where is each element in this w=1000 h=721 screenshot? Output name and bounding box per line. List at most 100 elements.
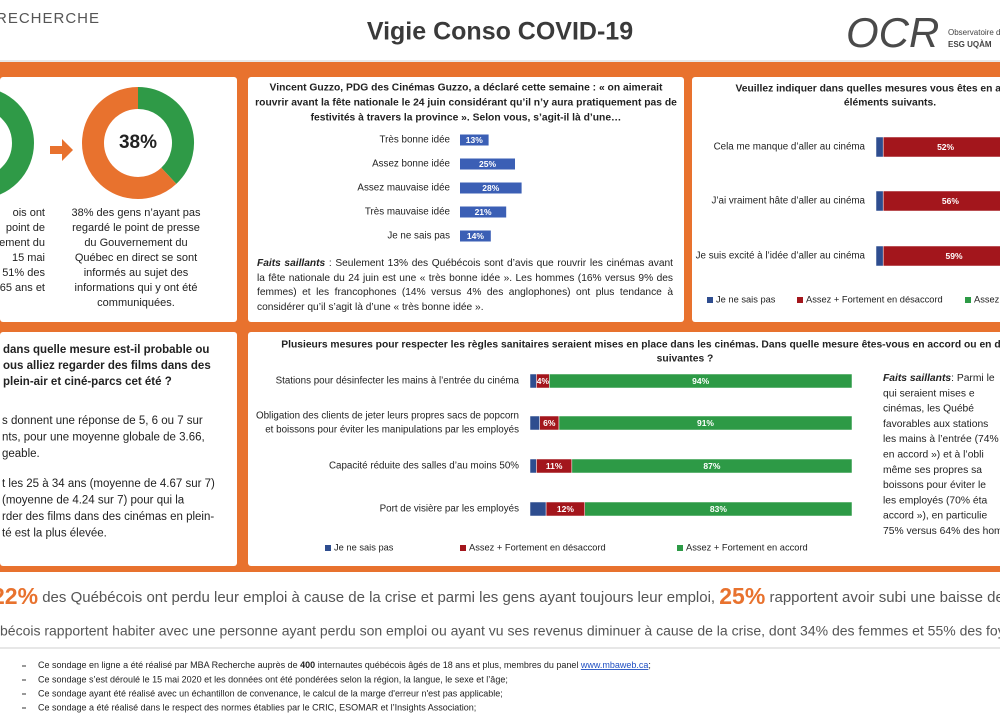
category-label: J’ai vraiment hâte d’aller au cinéma xyxy=(711,196,865,207)
text-part: les employés (70% éta xyxy=(883,495,987,506)
bar-segment xyxy=(549,373,853,389)
footer-line: Ce sondage s’est déroulé le 15 mai 2020 … xyxy=(38,674,508,684)
bar-segment xyxy=(584,501,853,517)
legend-swatch xyxy=(965,297,971,303)
category-label: Capacité réduite des salles d’au moins 5… xyxy=(329,461,519,472)
panel-text: informations qui y ont été xyxy=(75,282,198,294)
panel-text: informés au sujet des xyxy=(84,267,189,279)
legend-swatch xyxy=(325,545,331,551)
question-text: nts, pour une moyenne globale de 3.66, xyxy=(2,432,205,444)
legend-swatch xyxy=(677,545,683,551)
category-label: Assez bonne idée xyxy=(372,159,450,170)
highlights-line: même ses propres sa xyxy=(883,465,982,476)
value-label: 14% xyxy=(467,231,484,241)
value-label: 6% xyxy=(543,418,556,428)
bar-segment xyxy=(875,190,884,212)
panel-text: 15 mai xyxy=(12,252,45,264)
bar-segment xyxy=(529,415,540,431)
text-part: rapportent avoir subi une baisse de leur… xyxy=(765,589,1000,606)
legend-swatch xyxy=(707,297,713,303)
bar-segment xyxy=(882,136,1000,158)
bar xyxy=(460,206,507,218)
highlights-label: Faits saillants xyxy=(257,258,326,269)
question-text: s donnent une réponse de 5, 6 ou 7 sur xyxy=(2,415,203,427)
text-part: Ce sondage en ligne a été réalisé par MB… xyxy=(38,660,300,670)
logo-line: ESG UQÀM xyxy=(948,40,992,49)
donut-segment xyxy=(82,87,177,199)
banner-line: bécois rapportent habiter avec une perso… xyxy=(0,623,1000,639)
bar xyxy=(460,182,522,194)
value-label: 87% xyxy=(703,461,720,471)
chart-title: Veuillez indiquer dans quelles mesures v… xyxy=(735,84,1000,95)
text-part: 22% xyxy=(0,583,38,609)
bar xyxy=(460,158,515,170)
text-part: boissons pour éviter le xyxy=(883,480,986,491)
category-label: Port de visière par les employés xyxy=(380,504,519,515)
panel-text: Québec en direct se sont xyxy=(75,252,197,264)
panel-text: 51% des xyxy=(2,267,45,279)
legend-label: Je ne sais pas xyxy=(716,294,776,304)
chart-title: festivités à travers la province ». Selo… xyxy=(311,113,622,124)
question-text: t les 25 à 34 ans (moyenne de 4.67 sur 7… xyxy=(2,478,215,490)
panel-text: 38% des gens n’ayant pas xyxy=(71,207,201,219)
value-label: 94% xyxy=(692,376,709,386)
text-part: 400 xyxy=(300,660,315,670)
footer-line: Ce sondage ayant été réalisé avec un éch… xyxy=(38,688,503,698)
category-label: Je suis excité à l’idée d’aller au ciném… xyxy=(696,251,866,262)
partial-donut xyxy=(0,91,34,195)
panel-question xyxy=(0,332,237,566)
category-label: Très bonne idée xyxy=(380,135,451,146)
bar-segment xyxy=(529,458,537,474)
chart-title: rouvrir avant la fête nationale le 24 ju… xyxy=(255,98,677,109)
text-part: les mains à l’entrée (74% xyxy=(883,434,999,445)
category-label: Cela me manque d’aller au cinéma xyxy=(714,142,866,153)
text-part[interactable]: www.mbaweb.ca xyxy=(580,660,649,670)
highlights-line: Faits saillants: Parmi le xyxy=(883,373,995,384)
value-label: 52% xyxy=(937,142,954,152)
bar-segment xyxy=(882,190,1000,212)
highlights-label: Faits saillants xyxy=(883,373,951,384)
panel-guzzo xyxy=(248,77,684,322)
legend-label: Assez + Fortement en accord xyxy=(974,294,1000,304)
chart-title: éléments suivants. xyxy=(844,98,936,109)
panel-text: ement du xyxy=(0,237,45,249)
legend-label: Assez + Fortement en désaccord xyxy=(806,294,943,304)
highlights-line: boissons pour éviter le xyxy=(883,480,986,491)
category-label: et boissons pour éviter les manipulation… xyxy=(265,425,519,436)
text-part: 75% versus 64% des hom xyxy=(883,526,1000,537)
panel-text: regardé le point de presse xyxy=(72,222,200,234)
question-title: plein-air et ciné-parcs cet été ? xyxy=(3,376,172,388)
category-label: Très mauvaise idée xyxy=(365,207,451,218)
value-label: 56% xyxy=(942,196,959,206)
value-label: 12% xyxy=(557,504,574,514)
value-label: 28% xyxy=(482,183,499,193)
value-label: 21% xyxy=(475,207,492,217)
question-title: dans quelle mesure est-il probable ou xyxy=(3,344,209,356)
bar-segment xyxy=(529,373,537,389)
chart-title: Vincent Guzzo, PDG des Cinémas Guzzo, a … xyxy=(270,83,664,94)
value-label: 83% xyxy=(710,504,727,514)
legend-label: Assez + Fortement en désaccord xyxy=(469,542,606,552)
text-part: cinémas, les Québé xyxy=(883,403,974,414)
text-part: accord »), en particulie xyxy=(883,510,987,521)
text-part: favorables aux stations xyxy=(883,419,988,430)
highlights-line: en accord ») et à l’obli xyxy=(883,449,984,460)
highlights-text: : Seulement 13% des Québécois sont d’avi… xyxy=(257,258,673,313)
bar xyxy=(460,134,489,146)
banner-line: 22% des Québécois ont perdu leur emploi … xyxy=(0,583,1000,609)
logo: OCR xyxy=(846,9,939,56)
text-part: 25% xyxy=(719,583,765,609)
arrow xyxy=(50,139,73,161)
question-text: té est la plus élevée. xyxy=(2,528,107,540)
bar-segment xyxy=(875,245,884,267)
highlights-line: les mains à l’entrée (74% xyxy=(883,434,999,445)
text-part: en accord ») et à l’obli xyxy=(883,449,984,460)
question-text: rder des films dans des cinémas en plein… xyxy=(2,511,214,523)
text-part: ; xyxy=(648,660,651,670)
text-part: qui seraient mises e xyxy=(883,388,975,399)
bar-segment xyxy=(529,501,547,517)
legend-label: Assez + Fortement en accord xyxy=(686,542,808,552)
category-label: Stations pour désinfecter les mains à l’… xyxy=(276,376,520,387)
